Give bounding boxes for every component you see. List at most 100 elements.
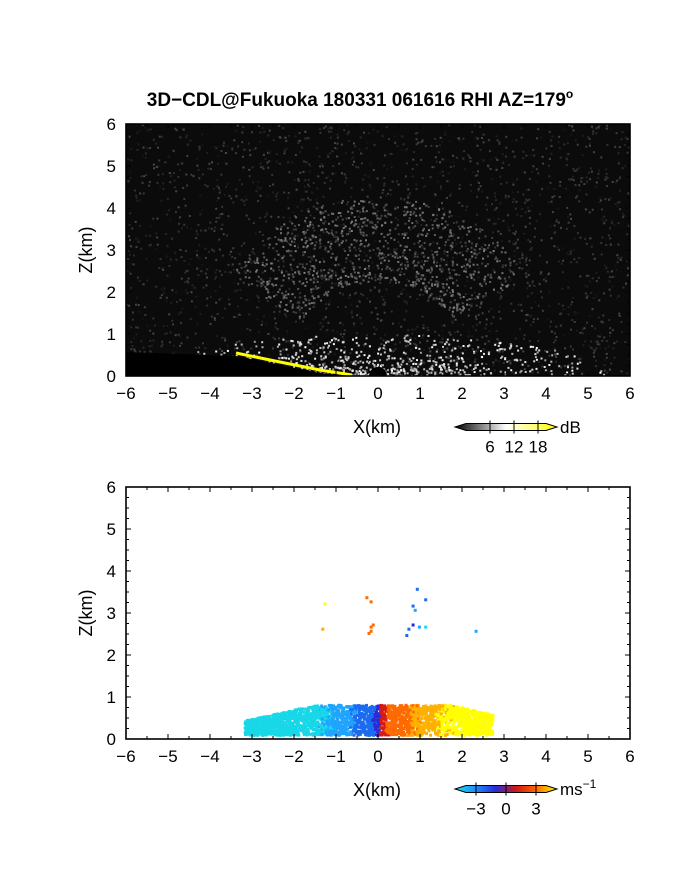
- streak-pixel: [261, 279, 264, 282]
- noise-pixel: [420, 260, 423, 263]
- streak-pixel: [506, 285, 508, 288]
- lobe-pixel: [380, 363, 383, 366]
- streak-pixel: [306, 281, 308, 284]
- noise-pixel: [130, 326, 133, 329]
- streak-pixel: [408, 249, 411, 251]
- noise-pixel: [363, 174, 366, 177]
- streak-pixel: [378, 240, 381, 243]
- noise-pixel: [498, 310, 501, 313]
- lobe-pixel: [456, 355, 459, 358]
- noise-pixel: [608, 368, 611, 371]
- lobe-pixel: [448, 366, 450, 369]
- noise-pixel: [234, 257, 237, 260]
- noise-pixel: [548, 175, 551, 178]
- colorbar: [453, 423, 559, 431]
- streak-pixel: [479, 228, 482, 230]
- noise-pixel: [319, 322, 322, 325]
- lobe-pixel: [335, 338, 337, 341]
- noise-pixel: [558, 147, 561, 150]
- noise-pixel: [336, 136, 339, 139]
- noise-pixel: [133, 254, 135, 257]
- noise-pixel: [465, 209, 468, 212]
- lobe-pixel: [435, 363, 438, 366]
- streak-pixel: [334, 257, 337, 260]
- noise-pixel: [592, 127, 594, 130]
- noise-pixel: [169, 258, 172, 261]
- lobe-pixel: [342, 361, 345, 364]
- velocity-pixel: [370, 704, 374, 708]
- noise-pixel: [186, 336, 189, 339]
- streak-pixel: [397, 233, 400, 236]
- noise-pixel: [319, 206, 322, 209]
- noise-pixel: [395, 248, 398, 251]
- noise-pixel: [479, 125, 482, 128]
- streak-pixel: [303, 316, 305, 319]
- lobe-pixel: [440, 356, 443, 359]
- streak-pixel: [386, 265, 389, 268]
- noise-pixel: [295, 247, 298, 250]
- streak-pixel: [339, 280, 342, 283]
- noise-pixel: [246, 298, 249, 301]
- noise-pixel: [583, 183, 586, 186]
- noise-pixel: [195, 250, 198, 252]
- noise-pixel: [165, 332, 168, 335]
- noise-pixel: [493, 290, 496, 293]
- noise-pixel: [416, 221, 419, 224]
- streak-pixel: [343, 267, 346, 269]
- lobe-pixel: [455, 364, 458, 367]
- lobe-pixel: [439, 364, 442, 367]
- noise-pixel: [415, 183, 418, 186]
- noise-pixel: [541, 155, 544, 158]
- noise-pixel: [585, 274, 588, 277]
- streak-pixel: [451, 289, 454, 291]
- noise-pixel: [283, 152, 286, 155]
- streak-pixel: [350, 230, 353, 232]
- lobe-pixel: [310, 364, 313, 367]
- noise-pixel: [605, 219, 607, 222]
- noise-pixel: [570, 217, 572, 220]
- noise-pixel: [327, 130, 330, 133]
- noise-pixel: [264, 215, 267, 218]
- noise-pixel: [330, 130, 332, 133]
- streak-pixel: [415, 278, 418, 281]
- streak-pixel: [327, 290, 330, 293]
- noise-pixel: [594, 186, 597, 188]
- noise-pixel: [627, 224, 630, 227]
- noise-pixel: [330, 127, 333, 130]
- noise-pixel: [597, 172, 600, 175]
- velocity-pixel: [448, 721, 452, 725]
- lobe-pixel: [324, 366, 327, 369]
- noise-pixel: [465, 205, 468, 208]
- lobe-pixel: [322, 357, 325, 360]
- streak-pixel: [435, 276, 438, 278]
- streak-pixel: [352, 204, 355, 207]
- lobe-pixel: [447, 363, 450, 366]
- streak-pixel: [412, 284, 415, 287]
- noise-pixel: [344, 174, 347, 177]
- noise-pixel: [567, 313, 570, 316]
- noise-pixel: [165, 213, 168, 216]
- noise-pixel: [566, 159, 569, 161]
- streak-pixel: [294, 235, 297, 238]
- noise-pixel: [323, 182, 326, 184]
- noise-pixel: [393, 253, 396, 256]
- noise-pixel: [439, 136, 442, 139]
- streak-pixel: [312, 255, 315, 258]
- streak-pixel: [417, 272, 420, 275]
- streak-pixel: [404, 234, 407, 237]
- noise-pixel: [476, 213, 478, 216]
- streak-pixel: [426, 290, 429, 293]
- x-tick-label: 4: [541, 384, 550, 403]
- lobe-pixel: [510, 369, 513, 372]
- lobe-pixel: [494, 343, 497, 346]
- streak-pixel: [451, 277, 454, 280]
- noise-pixel: [331, 282, 334, 285]
- streak-pixel: [370, 220, 373, 223]
- noise-pixel: [527, 188, 530, 191]
- streak-pixel: [409, 213, 412, 216]
- lobe-pixel: [464, 373, 467, 376]
- noise-pixel: [432, 241, 435, 244]
- noise-pixel: [204, 247, 207, 250]
- noise-pixel: [504, 196, 507, 199]
- streak-pixel: [368, 265, 370, 268]
